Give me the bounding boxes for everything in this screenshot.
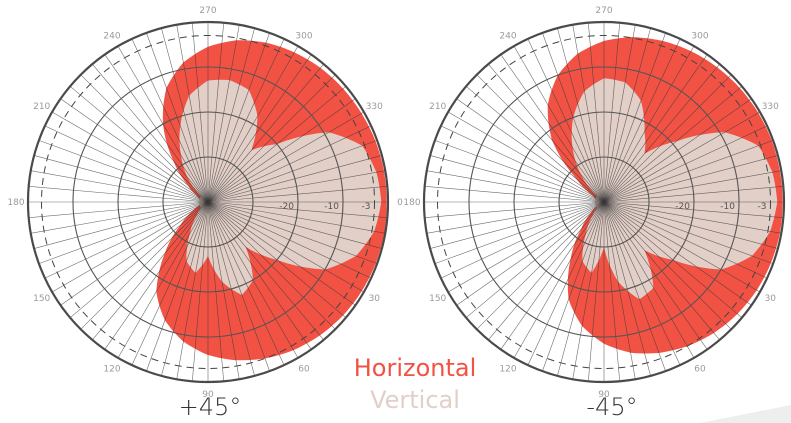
- chart-title-plus-45: +45°: [178, 393, 242, 421]
- ring-gridline: [72, 66, 344, 338]
- ring-gridline-dashed: [437, 35, 771, 369]
- angle-tick-label: 90: [598, 390, 610, 400]
- ring-gridline: [558, 156, 650, 248]
- angle-tick-label: 240: [499, 32, 516, 42]
- angle-tick-label: 330: [366, 102, 383, 112]
- series-vertical-area-1: [571, 78, 778, 300]
- decorative-corner-swoosh: [700, 405, 791, 423]
- outer-ring: [26, 20, 390, 384]
- angle-tick-label: 30: [369, 294, 381, 304]
- ring-gridline: [468, 66, 740, 338]
- legend-horizontal: Horizontal: [353, 354, 477, 382]
- radial-tick-label: -3: [362, 202, 371, 212]
- radial-tick-label: -3: [758, 202, 767, 212]
- angle-tick-label: 60: [694, 364, 706, 374]
- ring-gridline: [117, 111, 299, 293]
- radial-tick-label: -10: [324, 202, 339, 212]
- ring-gridline: [162, 156, 254, 248]
- radial-tick-label: -20: [279, 202, 294, 212]
- angle-tick-label: 150: [33, 294, 50, 304]
- angle-tick-label: 210: [429, 102, 446, 112]
- angle-tick-label: 330: [762, 102, 779, 112]
- angle-tick-label: 120: [499, 364, 516, 374]
- angle-tick-label: 60: [298, 364, 310, 374]
- angle-tick-label: 300: [295, 32, 312, 42]
- legend-vertical: Vertical: [370, 386, 460, 414]
- angle-tick-label: 120: [103, 364, 120, 374]
- angle-tick-label: 270: [595, 6, 612, 16]
- angle-tick-label: 150: [429, 294, 446, 304]
- angle-tick-label: 90: [202, 390, 214, 400]
- ring-gridline-dashed: [41, 35, 375, 369]
- radial-tick-label: -20: [675, 202, 690, 212]
- angle-tick-label: 0: [397, 198, 403, 208]
- outer-ring: [422, 20, 786, 384]
- angle-tick-label: 180: [7, 198, 24, 208]
- ring-gridline: [513, 111, 695, 293]
- angle-tick-label: 300: [691, 32, 708, 42]
- radial-tick-label: -10: [720, 202, 735, 212]
- angle-tick-label: 240: [103, 32, 120, 42]
- angle-tick-label: 180: [403, 198, 420, 208]
- angle-tick-label: 30: [765, 294, 777, 304]
- angle-tick-label: 210: [33, 102, 50, 112]
- polar-chart-plus-45: 0 30 60 90 120 150 180 210 240 270 300 330 -20 -10 -3: [7, 6, 403, 400]
- angle-tick-label: 270: [199, 6, 216, 16]
- chart-title-minus-45: -45°: [586, 393, 638, 421]
